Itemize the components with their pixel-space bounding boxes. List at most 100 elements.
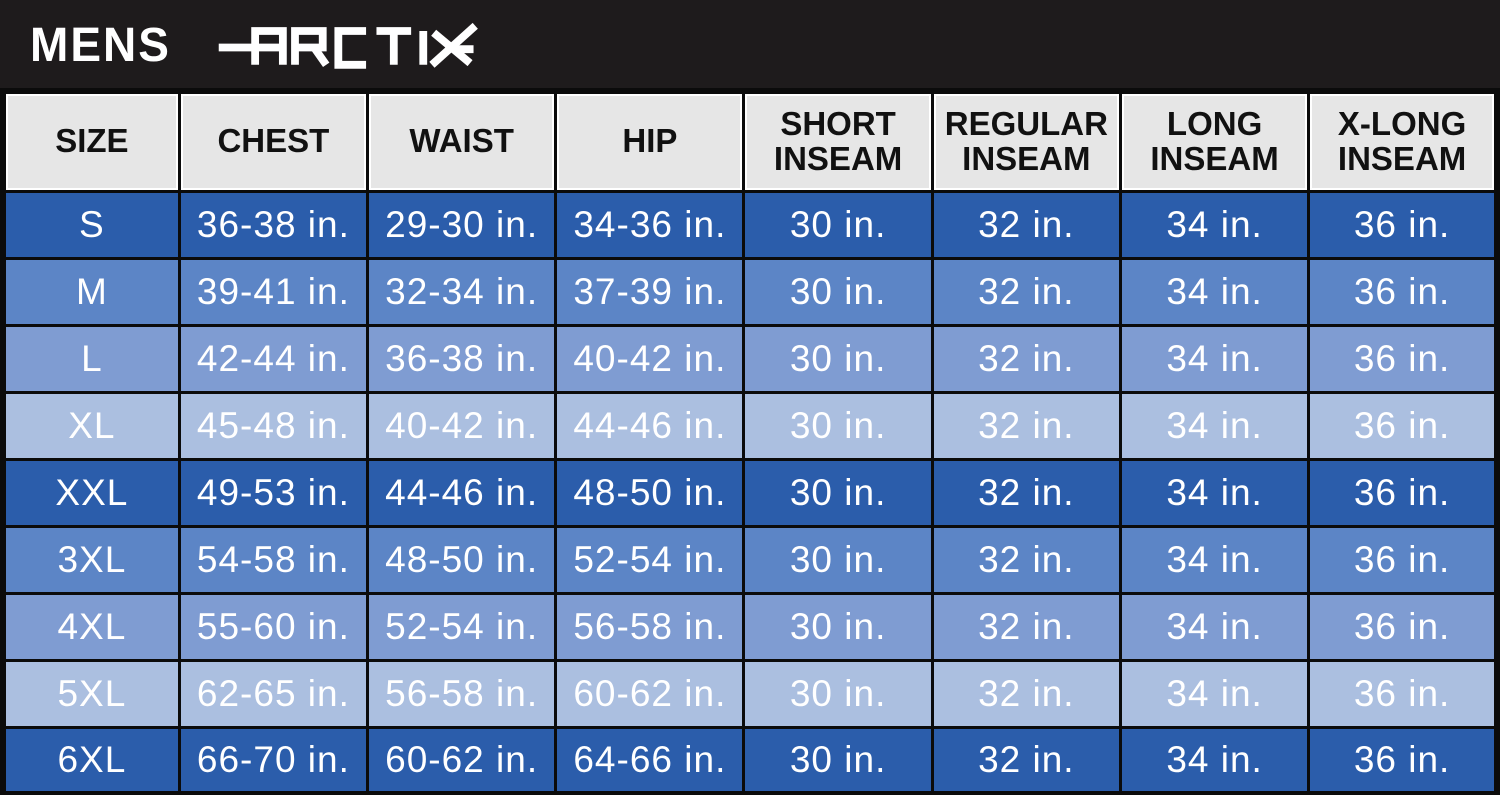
table-row-s: S 36-38 in. 29-30 in. 34-36 in. 30 in. 32 in.… [1,189,1499,260]
measurement-cell: 32 in. [930,658,1122,729]
measurement-cell: 30 in. [742,457,934,528]
header-label: HIP [622,122,678,160]
header-label: CHEST [217,122,330,160]
measurement-cell: 36 in. [1307,323,1499,394]
header-label: SIZE [55,122,129,160]
table-row-3xl: 3XL 54-58 in. 48-50 in. 52-54 in. 30 in. 32 i… [1,524,1499,595]
category-label: MENS [30,16,171,72]
measurement-cell: 40-42 in. [554,323,746,394]
measurement-cell: 60-62 in. [554,658,746,729]
measurement-cell: 36 in. [1307,189,1499,260]
measurement-cell: 34-36 in. [554,189,746,260]
size-cell: 3XL [1,524,181,595]
measurement-cell: 49-53 in. [177,457,370,528]
arctix-logo-icon [218,22,478,69]
measurement-cell: 34 in. [1118,591,1311,662]
measurement-cell: 36-38 in. [177,189,370,260]
header-label: SHORT [780,105,896,143]
measurement-cell: 36 in. [1307,390,1499,461]
measurement-cell: 34 in. [1118,256,1311,327]
measurement-cell: 30 in. [742,189,934,260]
header-label: X-LONG [1337,105,1467,143]
measurement-cell: 32 in. [930,256,1122,327]
measurement-cell: 48-50 in. [554,457,746,528]
header-short-inseam: SHORT INSEAM [742,89,934,193]
measurement-cell: 30 in. [742,390,934,461]
measurement-cell: 44-46 in. [366,457,558,528]
measurement-cell: 64-66 in. [554,725,746,795]
measurement-cell: 60-62 in. [366,725,558,795]
size-cell: L [1,323,181,394]
header-chest: CHEST [177,89,370,193]
measurement-cell: 52-54 in. [554,524,746,595]
table-row-l: L 42-44 in. 36-38 in. 40-42 in. 30 in. 32 in.… [1,323,1499,394]
table-row-6xl: 6XL 66-70 in. 60-62 in. 64-66 in. 30 in. 32 i… [1,725,1499,795]
measurement-cell: 32 in. [930,524,1122,595]
size-cell: 6XL [1,725,181,795]
header-regular-inseam: REGULAR INSEAM [930,89,1122,193]
size-cell: XXL [1,457,181,528]
size-cell: M [1,256,181,327]
measurement-cell: 34 in. [1118,524,1311,595]
measurement-cell: 32 in. [930,457,1122,528]
measurement-cell: 29-30 in. [366,189,558,260]
header-label: LONG [1166,105,1263,143]
measurement-cell: 54-58 in. [177,524,370,595]
measurement-cell: 30 in. [742,725,934,795]
measurement-cell: 66-70 in. [177,725,370,795]
measurement-cell: 34 in. [1118,390,1311,461]
measurement-cell: 45-48 in. [177,390,370,461]
size-chart-table: SIZE CHEST WAIST HIP SHORT INSEAM [0,88,1500,795]
table-row-5xl: 5XL 62-65 in. 56-58 in. 60-62 in. 30 in. 32 i… [1,658,1499,729]
measurement-cell: 30 in. [742,658,934,729]
measurement-cell: 55-60 in. [177,591,370,662]
size-cell: S [1,189,181,260]
header-waist: WAIST [366,89,558,193]
measurement-cell: 34 in. [1118,725,1311,795]
measurement-cell: 32 in. [930,323,1122,394]
header-size: SIZE [1,89,181,193]
measurement-cell: 34 in. [1118,323,1311,394]
measurement-cell: 36 in. [1307,457,1499,528]
measurement-cell: 42-44 in. [177,323,370,394]
measurement-cell: 36-38 in. [366,323,558,394]
brand-banner: MENS [0,0,1500,88]
measurement-cell: 36 in. [1307,591,1499,662]
measurement-cell: 32-34 in. [366,256,558,327]
measurement-cell: 48-50 in. [366,524,558,595]
measurement-cell: 32 in. [930,390,1122,461]
measurement-cell: 34 in. [1118,457,1311,528]
measurement-cell: 30 in. [742,256,934,327]
table-row-xl: XL 45-48 in. 40-42 in. 44-46 in. 30 in. 32 in… [1,390,1499,461]
measurement-cell: 34 in. [1118,189,1311,260]
measurement-cell: 34 in. [1118,658,1311,729]
measurement-cell: 40-42 in. [366,390,558,461]
measurement-cell: 32 in. [930,591,1122,662]
header-long-inseam: LONG INSEAM [1118,89,1311,193]
measurement-cell: 32 in. [930,189,1122,260]
measurement-cell: 37-39 in. [554,256,746,327]
size-cell: 5XL [1,658,181,729]
measurement-cell: 44-46 in. [554,390,746,461]
table-row-4xl: 4XL 55-60 in. 52-54 in. 56-58 in. 30 in. 32 i… [1,591,1499,662]
measurement-cell: 30 in. [742,591,934,662]
measurement-cell: 56-58 in. [554,591,746,662]
measurement-cell: 32 in. [930,725,1122,795]
measurement-cell: 52-54 in. [366,591,558,662]
table-row-m: M 39-41 in. 32-34 in. 37-39 in. 30 in. 32 in.… [1,256,1499,327]
measurement-cell: 30 in. [742,323,934,394]
header-label: WAIST [409,122,514,160]
header-row: SIZE CHEST WAIST HIP SHORT INSEAM [1,89,1499,193]
measurement-cell: 30 in. [742,524,934,595]
header-hip: HIP [554,89,746,193]
measurement-cell: 36 in. [1307,524,1499,595]
header-label: REGULAR [944,105,1108,143]
table-header: SIZE CHEST WAIST HIP SHORT INSEAM [1,89,1499,193]
size-cell: 4XL [1,591,181,662]
measurement-cell: 62-65 in. [177,658,370,729]
measurement-cell: 56-58 in. [366,658,558,729]
size-cell: XL [1,390,181,461]
measurement-cell: 36 in. [1307,658,1499,729]
header-x-long-inseam: X-LONG INSEAM [1307,89,1499,193]
